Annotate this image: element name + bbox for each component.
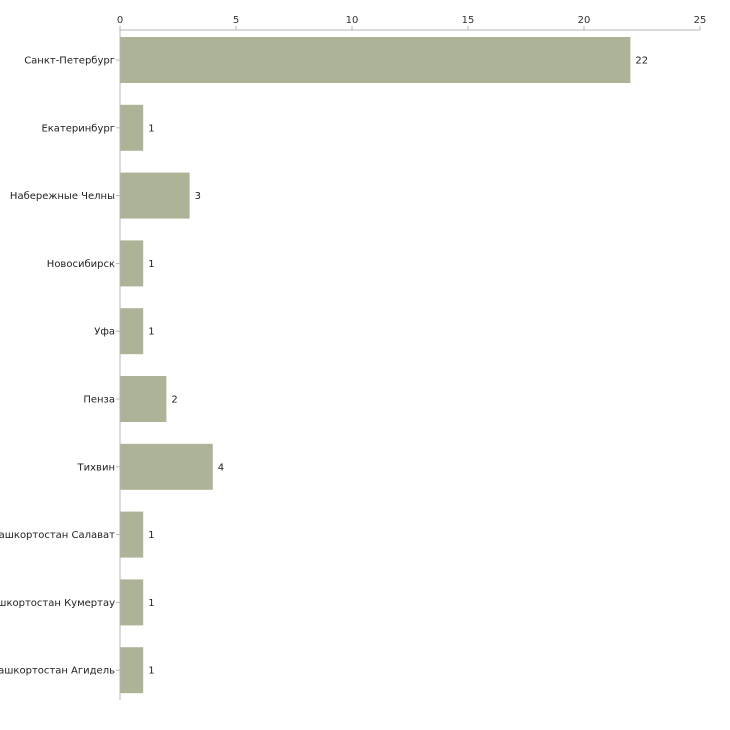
data-label: 1 [148,666,154,677]
x-axis-ticks: 0 5 10 15 20 25 [117,15,707,30]
bar [120,376,167,422]
category-label: ашкортостан Кумертау [0,598,115,609]
data-label: 1 [148,123,154,134]
x-tick-label: 20 [578,15,591,26]
category-label: ашкортостан Салават [0,530,115,541]
category-label: Санкт-Петербург [24,56,115,67]
x-tick-label: 0 [117,15,123,26]
bar [120,511,144,558]
x-tick-label: 15 [462,15,475,26]
data-label: 1 [148,327,154,338]
data-label: 3 [195,191,201,202]
category-label: Тихвин [77,462,115,473]
category-label: Уфа [94,327,115,338]
bar [120,579,144,626]
data-label: 1 [148,530,154,541]
data-label: 2 [171,395,177,406]
bar [120,104,144,151]
data-label: 1 [148,598,154,609]
category-label: Набережные Челны [10,191,115,202]
category-label: Новосибирск [47,259,115,270]
x-tick-label: 25 [694,15,707,26]
bar [120,172,190,219]
data-label: 22 [635,56,648,67]
x-tick-label: 5 [233,15,239,26]
bar [120,443,213,490]
category-label: Пенза [83,395,115,406]
bar [120,647,144,694]
bar [120,37,631,83]
data-label: 1 [148,259,154,270]
bar [120,240,144,287]
bar [120,308,144,355]
category-label: ашкортостан Агидель [0,666,115,677]
bars: 22 1 3 1 1 2 4 1 1 1 [120,37,648,694]
x-tick-label: 10 [346,15,359,26]
axes: Санкт-Петербург Екатеринбург Набережные Че… [0,29,700,700]
category-label: Екатеринбург [41,123,115,134]
data-label: 4 [218,462,224,473]
